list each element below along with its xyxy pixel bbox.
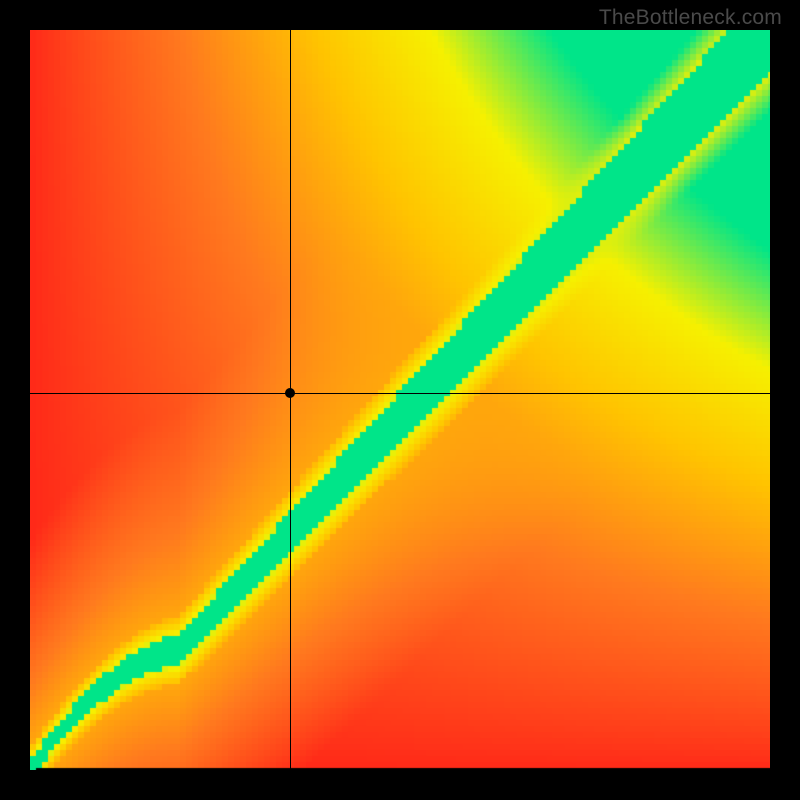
heatmap-plot (30, 30, 770, 770)
heatmap-canvas (30, 30, 770, 770)
crosshair-marker (285, 388, 295, 398)
watermark-text: TheBottleneck.com (599, 6, 782, 30)
chart-stage: TheBottleneck.com (0, 0, 800, 800)
crosshair-vertical (290, 30, 291, 770)
crosshair-horizontal (30, 393, 770, 394)
